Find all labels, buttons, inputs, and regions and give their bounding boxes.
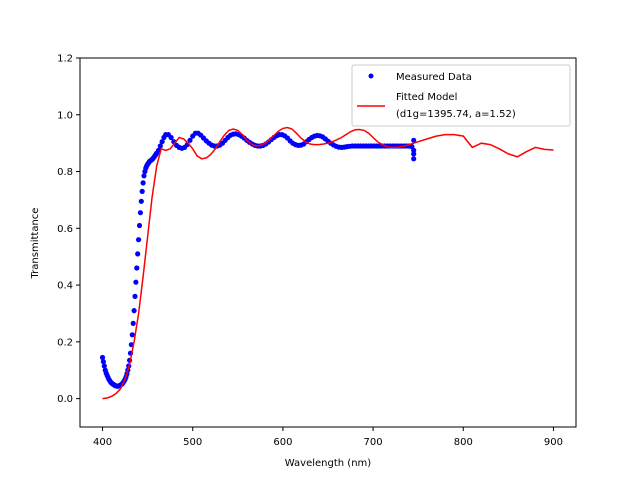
- y-tick-label: 0.2: [57, 337, 73, 348]
- measured-data-point: [140, 180, 146, 186]
- measured-data-point: [411, 151, 417, 157]
- measured-data-point: [136, 222, 143, 229]
- y-tick-label: 0.0: [57, 394, 73, 405]
- measured-data-point: [129, 332, 135, 338]
- measured-data-point: [139, 188, 145, 194]
- measured-data-point: [187, 137, 193, 143]
- measured-data-point: [411, 156, 417, 162]
- x-tick-label: 700: [364, 437, 383, 448]
- legend-box: [351, 64, 571, 127]
- measured-data-point: [132, 293, 138, 299]
- measured-data-point: [141, 173, 147, 179]
- y-tick-label: 1.0: [57, 110, 73, 121]
- x-tick-label: 800: [454, 437, 473, 448]
- measured-data-point: [159, 139, 165, 145]
- measured-data-point: [157, 143, 163, 149]
- legend-label-fitted: Fitted Model (d1g=1395.74, a=1.52): [396, 92, 516, 120]
- legend-label-measured: Measured Data: [396, 72, 472, 83]
- plot-frame: [79, 57, 577, 428]
- measured-data-point: [101, 363, 107, 369]
- x-tick-label: 400: [93, 437, 112, 448]
- measured-data-point: [136, 237, 142, 243]
- measured-data-point: [100, 359, 106, 365]
- legend-label-fitted-line2: (d1g=1395.74, a=1.52): [396, 109, 516, 120]
- x-axis-label: Wavelength (nm): [285, 458, 371, 469]
- x-axis-ticks: 400 500 600 700 800 900: [93, 427, 563, 448]
- y-axis-ticks: 0.0 0.2 0.4 0.6 0.8 1.0 1.2: [57, 54, 80, 405]
- legend: Measured Data Fitted Model (d1g=1395.74,…: [351, 64, 571, 127]
- y-tick-label: 0.8: [57, 167, 73, 178]
- y-axis-label: Transmittance: [30, 208, 41, 280]
- y-tick-label: 1.2: [57, 54, 73, 65]
- series-layer: [99, 126, 554, 400]
- measured-data-point: [411, 137, 417, 143]
- measured-data-point: [99, 354, 106, 361]
- measured-data-point: [133, 279, 139, 285]
- measured-data-point: [168, 134, 174, 141]
- x-tick-label: 900: [544, 437, 563, 448]
- fitted-model-line: [102, 126, 554, 400]
- measured-data-point: [411, 147, 417, 153]
- measured-data-point: [135, 251, 141, 257]
- measured-data-point: [138, 198, 144, 204]
- legend-label-fitted-line1: Fitted Model: [396, 92, 457, 103]
- x-tick-label: 500: [183, 437, 202, 448]
- measured-data-point: [131, 308, 137, 314]
- legend-marker-measured: [368, 73, 374, 79]
- y-tick-label: 0.4: [57, 281, 73, 292]
- measured-data-point: [134, 265, 140, 271]
- y-tick-label: 0.6: [57, 224, 73, 235]
- measured-data-point: [137, 210, 143, 216]
- measured-data-point: [130, 320, 136, 326]
- x-tick-label: 600: [273, 437, 292, 448]
